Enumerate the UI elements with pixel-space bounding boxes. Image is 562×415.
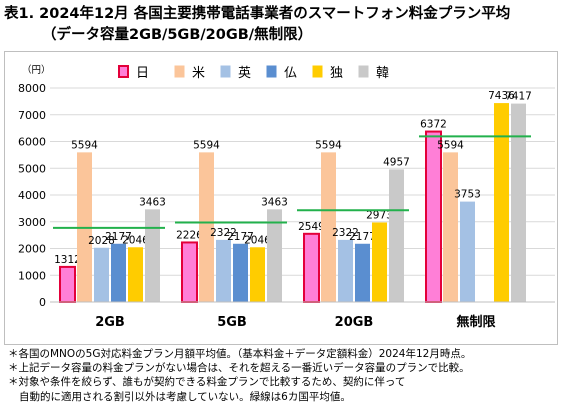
data-label: 2028 (88, 235, 115, 247)
data-label: 3753 (454, 189, 481, 201)
legend-swatch (266, 65, 277, 78)
chart-frame (4, 51, 558, 345)
x-tick-label: 無制限 (456, 314, 496, 330)
y-tick-label: 3000 (18, 216, 46, 229)
data-label: 2322 (332, 227, 359, 239)
chart-subtitle: （データ容量2GB/5GB/20GB/無制限） (42, 27, 313, 43)
footnote-3: ＊対象や条件を絞らず、誰もが契約できる料金プランで比較するため、契約に伴って (8, 376, 406, 389)
bar (460, 201, 475, 302)
x-tick-label: 20GB (335, 315, 374, 330)
legend-swatch (174, 65, 185, 78)
chart-title: 表1. 2024年12月 各国主要携帯電話事業者のスマートフォン料金プラン平均 (4, 6, 511, 22)
footnotes: ＊各国のMNOの5G対応料金プラン月額平均値。（基本料金＋データ定額料金）202… (8, 347, 471, 404)
data-label: 7436 (488, 90, 515, 102)
data-label: 4957 (383, 156, 410, 168)
data-label: 3463 (139, 196, 166, 208)
data-label: 5594 (315, 139, 342, 151)
legend-swatch (312, 65, 323, 78)
y-tick-label: 4000 (18, 189, 46, 202)
data-label: 7417 (505, 91, 532, 103)
bar (355, 243, 370, 302)
bar (128, 247, 143, 302)
y-unit-label: （円） (22, 64, 51, 76)
bar (111, 243, 126, 302)
data-label: 1312 (54, 254, 81, 266)
y-tick-label: 7000 (18, 109, 46, 122)
bar (425, 130, 442, 303)
data-label: 2226 (176, 229, 203, 241)
data-label: 2322 (210, 227, 237, 239)
bar (59, 265, 76, 303)
data-label: 2177 (349, 231, 376, 243)
bar (216, 239, 231, 302)
y-tick-label: 8000 (18, 82, 46, 95)
bar (145, 209, 160, 302)
y-tick-label: 1000 (18, 269, 46, 282)
bar (181, 241, 198, 303)
bar (233, 243, 248, 302)
data-label: 2046 (122, 234, 149, 246)
data-label: 2177 (105, 231, 132, 243)
bar (511, 103, 526, 303)
footnote-2: ＊上記データ容量の料金プランがない場合は、それを超える一番近いデータ容量のプラン… (8, 362, 470, 375)
bar (267, 209, 282, 302)
data-label: 5594 (193, 139, 220, 151)
data-label: 3463 (261, 196, 288, 208)
legend-label: 韓 (376, 66, 389, 81)
x-tick-label: 5GB (217, 315, 247, 330)
bar (303, 232, 320, 304)
legend-label: 米 (192, 66, 205, 81)
data-label: 5594 (437, 139, 464, 151)
x-tick-label: 2GB (95, 315, 125, 330)
bar (494, 103, 509, 302)
y-tick-label: 5000 (18, 162, 46, 175)
legend-swatch (118, 65, 129, 78)
footnote-1: ＊各国のMNOの5G対応料金プラン月額平均値。（基本料金＋データ定額料金）202… (8, 348, 472, 360)
bar (389, 169, 404, 302)
bar (199, 152, 214, 302)
legend-label: 独 (330, 66, 343, 81)
data-label: 2046 (244, 234, 271, 246)
bar (338, 239, 353, 302)
bar (372, 222, 387, 302)
legend-label: 日 (136, 66, 149, 81)
legend-label: 英 (238, 66, 251, 81)
data-label: 6372 (420, 119, 447, 131)
bar (250, 247, 265, 302)
legend-label: 仏 (284, 66, 297, 81)
data-label: 2973 (366, 209, 393, 221)
data-label: 5594 (71, 139, 98, 151)
y-tick-label: 6000 (18, 136, 46, 149)
bar (443, 152, 458, 302)
y-tick-label: 0 (39, 296, 46, 309)
data-label: 2549 (298, 221, 325, 233)
y-tick-label: 2000 (18, 243, 46, 256)
bar (321, 152, 336, 302)
data-label: 2177 (227, 231, 254, 243)
legend-swatch (220, 65, 231, 78)
legend-swatch (358, 65, 369, 78)
footnote-4: 自動的に適用される割引以外は考慮していない。緑線は6カ国平均値。 (19, 390, 351, 403)
bar (94, 247, 109, 302)
bar-chart: 0 1000 2000 3000 4000 5000 6000 7000 8000 （円） 日 米 英 仏… (18, 64, 555, 330)
